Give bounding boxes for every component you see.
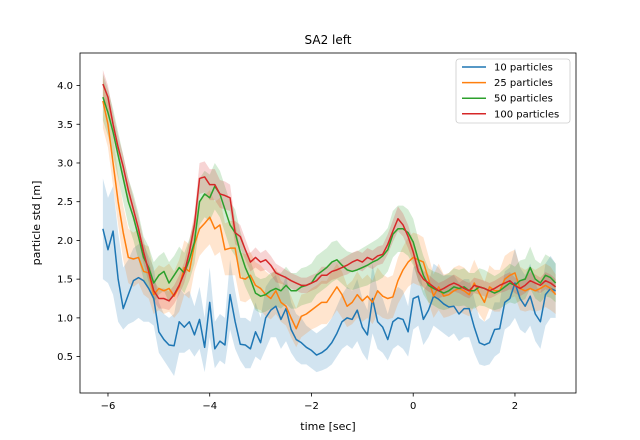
y-tick-label: 3.0 [57, 158, 73, 169]
chart-title: SA2 left [305, 33, 352, 47]
y-tick-label: 2.5 [57, 197, 73, 208]
x-tick-label: 0 [410, 401, 416, 412]
line-series-0 [102, 228, 556, 356]
legend-label: 25 particles [494, 78, 553, 89]
y-tick-label: 2.0 [57, 236, 73, 247]
band-series-0 [102, 178, 556, 376]
y-axis-ticks: 0.5 1.0 1.5 2.0 2.5 3.0 3.5 4.0 [57, 81, 80, 363]
x-tick-label: 2 [512, 401, 518, 412]
legend-label: 100 particles [494, 109, 559, 120]
y-tick-label: 4.0 [57, 81, 73, 92]
legend-label: 50 particles [494, 94, 553, 105]
x-axis-ticks: −6 −4 −2 0 2 [101, 393, 518, 412]
x-tick-label: −4 [202, 401, 217, 412]
plot-frame [79, 52, 577, 394]
x-axis-label: time [sec] [300, 420, 355, 433]
band-series-1 [102, 77, 556, 348]
x-tick-label: −6 [101, 401, 116, 412]
series-lines [102, 83, 557, 356]
legend-label: 10 particles [494, 63, 553, 74]
y-axis-label: particle std [m] [30, 181, 43, 266]
line-series-3 [102, 83, 557, 302]
y-tick-label: 3.5 [57, 120, 73, 131]
legend: 10 particles 25 particles 50 particles 100 … [455, 58, 571, 124]
y-tick-label: 0.5 [57, 352, 73, 363]
y-tick-label: 1.0 [57, 313, 73, 324]
legend-box [455, 58, 571, 124]
band-series-3 [102, 70, 556, 311]
x-tick-label: −2 [304, 401, 319, 412]
y-tick-label: 1.5 [57, 275, 73, 286]
